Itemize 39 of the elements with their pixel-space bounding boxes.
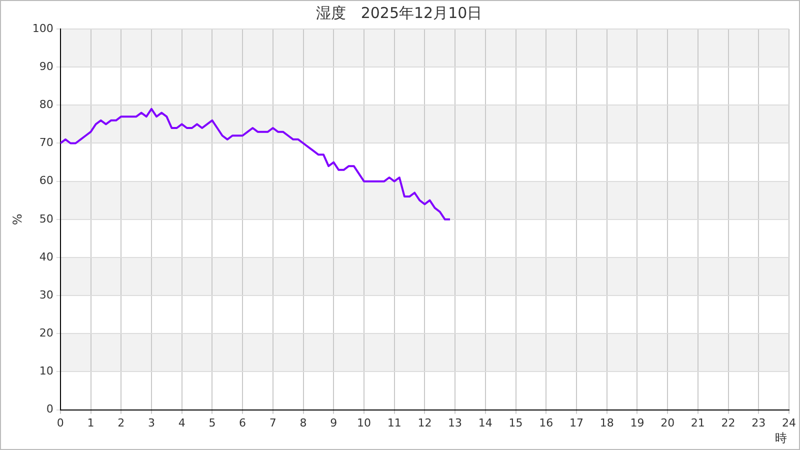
y-tick-label: 60 xyxy=(39,174,54,188)
y-tick-label: 50 xyxy=(39,212,54,226)
x-axis-title: 時 xyxy=(775,430,787,445)
y-tick-label: 10 xyxy=(39,364,54,378)
x-tick-label: 22 xyxy=(721,416,736,430)
x-tick-label: 20 xyxy=(660,416,675,430)
x-tick-label: 12 xyxy=(418,416,432,430)
y-tick-label: 40 xyxy=(39,250,54,264)
y-tick-label: 70 xyxy=(39,136,54,150)
x-tick-label: 7 xyxy=(269,416,276,430)
y-tick-label: 100 xyxy=(32,22,54,35)
x-tick-label: 15 xyxy=(508,416,523,430)
x-tick-label: 6 xyxy=(239,416,246,430)
x-tick-label: 16 xyxy=(539,416,554,430)
x-tick-label: 11 xyxy=(387,416,402,430)
x-tick-label: 0 xyxy=(56,416,64,430)
y-tick-label: 80 xyxy=(39,98,54,112)
x-tick-label: 8 xyxy=(300,416,307,430)
x-tick-label: 1 xyxy=(87,416,94,430)
x-tick-label: 24 xyxy=(782,416,796,430)
y-tick-label: 20 xyxy=(39,326,54,340)
y-axis-title: % xyxy=(10,214,24,226)
y-tick-label: 90 xyxy=(39,60,54,73)
x-tick-label: 21 xyxy=(690,416,705,430)
x-tick-label: 4 xyxy=(178,416,186,430)
chart-title: 湿度 2025年12月10日 xyxy=(316,4,482,22)
x-tick-label: 3 xyxy=(148,416,155,430)
x-tick-label: 5 xyxy=(208,416,216,430)
x-tick-label: 13 xyxy=(448,416,462,430)
x-tick-label: 23 xyxy=(752,416,766,430)
x-tick-label: 9 xyxy=(330,416,338,430)
y-tick-label: 30 xyxy=(39,288,54,302)
x-tick-label: 17 xyxy=(569,416,584,430)
x-tick-label: 19 xyxy=(630,416,644,430)
x-tick-label: 14 xyxy=(478,416,492,430)
y-tick-label: 0 xyxy=(46,402,54,416)
x-tick-label: 10 xyxy=(356,416,371,430)
x-tick-label: 18 xyxy=(600,416,614,430)
x-tick-label: 2 xyxy=(118,416,125,430)
